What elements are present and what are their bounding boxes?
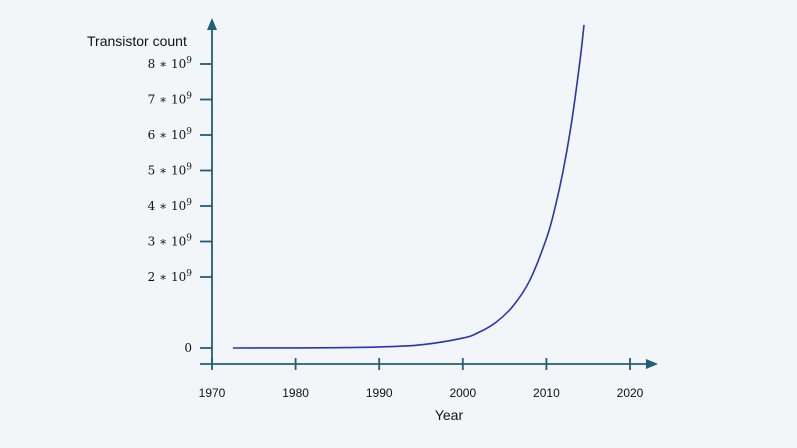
y-tick-label-4: 5 ∗ 109 — [148, 163, 193, 178]
y-tick-label-3: 4 ∗ 109 — [148, 198, 193, 213]
x-tick-label-2000: 2000 — [449, 386, 476, 400]
x-tick-label-2020: 2020 — [617, 386, 644, 400]
y-tick-label-7: 8 ∗ 109 — [148, 56, 193, 71]
x-tick-label-1980: 1980 — [282, 386, 309, 400]
x-tick-label-2010: 2010 — [533, 386, 560, 400]
x-tick-label-1990: 1990 — [366, 386, 393, 400]
y-tick-label-0: 0 — [184, 341, 192, 355]
series-group — [232, 24, 585, 349]
y-axis-arrow-icon — [207, 18, 217, 30]
x-axis-arrow-icon — [646, 359, 658, 369]
x-ticks: 1970 1980 1990 2000 2010 2020 — [199, 358, 644, 400]
y-axis-title: Transistor count — [87, 33, 187, 49]
y-tick-label-2: 3 ∗ 109 — [148, 234, 193, 249]
y-ticks: 0 2 ∗ 109 3 ∗ 109 4 ∗ 109 5 ∗ 109 6 ∗ 109 7 ∗ … — [148, 56, 212, 355]
series-line-0 — [232, 24, 585, 349]
y-tick-label-5: 6 ∗ 109 — [148, 127, 193, 142]
x-axis-title: Year — [435, 407, 464, 423]
y-tick-label-6: 7 ∗ 109 — [148, 92, 193, 107]
y-tick-label-1: 2 ∗ 109 — [148, 269, 193, 284]
x-tick-label-1970: 1970 — [199, 386, 226, 400]
